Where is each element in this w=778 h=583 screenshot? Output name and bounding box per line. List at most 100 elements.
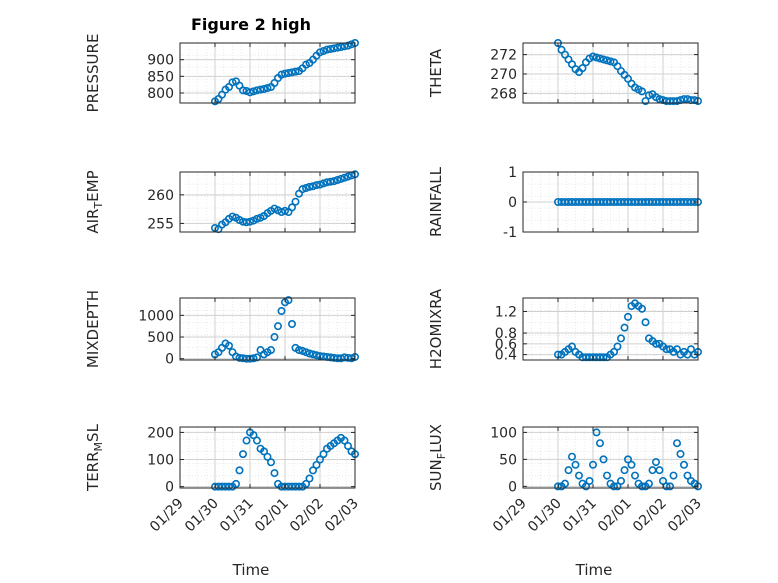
data-point [312, 460, 321, 469]
data-point [291, 67, 300, 76]
data-point [228, 212, 237, 221]
data-point [669, 471, 678, 480]
y-tick-label: 0 [508, 479, 517, 495]
data-point [277, 70, 286, 79]
data-point [343, 172, 352, 181]
y-tick-label: 0.8 [495, 326, 517, 342]
data-point [567, 452, 576, 461]
data-point [294, 346, 303, 355]
x-axis-label-right: Time [575, 561, 613, 579]
y-tick-label: 1.2 [495, 304, 517, 320]
subplot-mixdepth: 0 500 1000 MIXDEPTH [84, 290, 359, 368]
data-point [280, 206, 289, 215]
subplot-air_temp: 255 260 AIRTEMP [84, 170, 359, 234]
data-point [315, 455, 324, 464]
data-point [284, 69, 293, 78]
data-point [592, 53, 601, 62]
data-point [672, 345, 681, 354]
data-point [686, 345, 695, 354]
data-point [280, 69, 289, 78]
data-point [266, 458, 275, 467]
y-tick-label: 268 [490, 86, 517, 102]
data-point [340, 436, 349, 445]
data-point [298, 185, 307, 194]
data-point [322, 45, 331, 54]
y-tick-label: 0.4 [495, 348, 517, 364]
data-point [242, 436, 251, 445]
y-tick-label: 50 [499, 452, 517, 468]
data-point [588, 52, 597, 61]
series-markers [211, 428, 359, 491]
data-point [564, 466, 573, 475]
data-point [606, 57, 615, 66]
data-point [588, 460, 597, 469]
data-point [613, 482, 622, 491]
subplot-theta: 268 270 272 THETA [427, 38, 702, 106]
data-point [620, 323, 629, 332]
data-point [301, 184, 310, 193]
axes-frame [179, 297, 356, 361]
data-point [672, 439, 681, 448]
data-point [665, 482, 674, 491]
data-point [630, 471, 639, 480]
y-axis-label: THETA [427, 48, 445, 98]
data-point [228, 78, 237, 87]
axes-frame [179, 42, 356, 104]
series-markers [553, 428, 702, 491]
data-point [662, 345, 671, 354]
data-point [599, 455, 608, 464]
data-point [287, 320, 296, 329]
data-point [641, 97, 650, 106]
data-point [249, 87, 258, 96]
y-tick-label: 850 [147, 69, 174, 85]
data-point [679, 460, 688, 469]
data-point [312, 181, 321, 190]
data-point [308, 350, 317, 359]
data-point [249, 431, 258, 440]
data-point [287, 68, 296, 77]
y-tick-label: 272 [490, 48, 517, 64]
data-point [319, 450, 328, 459]
axes-frame [179, 171, 356, 233]
data-point [578, 64, 587, 73]
data-point [553, 482, 562, 491]
data-point [609, 482, 618, 491]
data-point [239, 86, 248, 95]
data-point [326, 177, 335, 186]
data-point [263, 84, 272, 93]
series-markers [211, 170, 359, 234]
data-point [235, 466, 244, 475]
data-point [672, 97, 681, 106]
data-point [336, 174, 345, 183]
data-point [599, 353, 608, 362]
y-tick-label: 255 [147, 216, 174, 232]
data-point [305, 349, 314, 358]
figure-title: Figure 2 high [191, 15, 311, 34]
y-tick-label: 260 [147, 188, 174, 204]
axes-frame [522, 426, 699, 489]
x-axis-label-left: Time [232, 561, 270, 579]
data-point [225, 341, 234, 350]
data-point [637, 87, 646, 96]
data-point [333, 176, 342, 185]
data-point [253, 436, 262, 445]
series-markers [553, 38, 702, 106]
data-point [651, 458, 660, 467]
data-point [623, 312, 632, 321]
data-point [312, 351, 321, 360]
data-point [232, 479, 241, 488]
data-point [259, 447, 268, 456]
y-tick-label: 0 [508, 195, 517, 211]
data-point [574, 471, 583, 480]
y-tick-label: 270 [490, 67, 517, 83]
data-point [239, 450, 248, 459]
data-point [641, 318, 650, 327]
data-point [644, 91, 653, 100]
data-point [305, 182, 314, 191]
data-point [595, 54, 604, 63]
y-tick-label: 200 [147, 425, 174, 441]
y-axis-label: MIXDEPTH [84, 290, 102, 368]
data-point [287, 203, 296, 212]
data-point [336, 42, 345, 51]
